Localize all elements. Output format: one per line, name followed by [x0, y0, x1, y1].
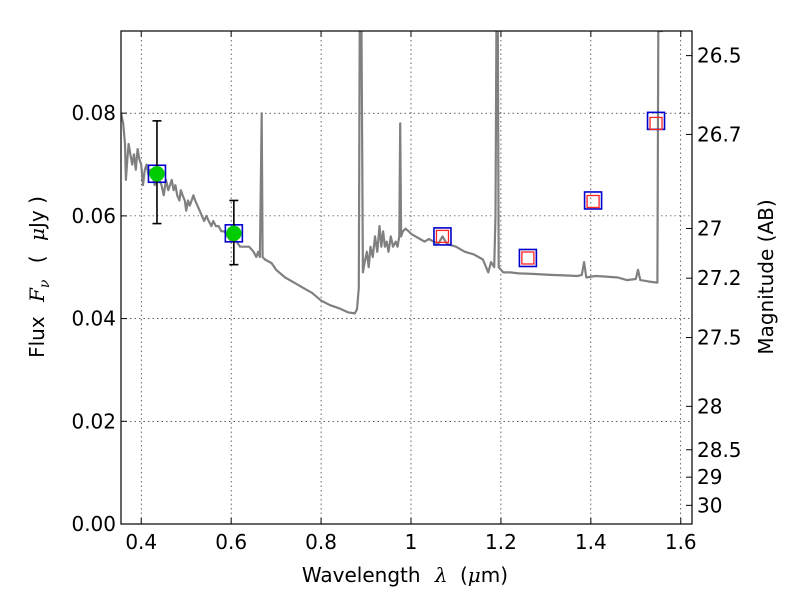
x-axis-label-symbol: λ	[434, 563, 448, 587]
x-axis-label: Wavelength λ (μm)	[302, 563, 508, 587]
x-axis-label-text: Wavelength	[302, 563, 421, 587]
y-axis-label-unit-open: (	[25, 255, 49, 263]
y2-tick-label: 27.5	[697, 326, 742, 350]
model-spectrum-line	[121, 31, 663, 315]
y-tick-label: 0.00	[71, 512, 116, 536]
y-tick-label: 0.04	[71, 307, 116, 331]
model-spectrum-layer	[121, 31, 663, 315]
observed-flux-point	[149, 166, 165, 182]
y-axis-label-symbol: F	[25, 287, 49, 303]
y-tick-label: 0.02	[71, 409, 116, 433]
y-tick-label: 0.06	[71, 204, 116, 228]
model-photometry-square	[518, 248, 538, 268]
y2-tick-label: 28	[697, 394, 722, 418]
x-tick-label: 0.8	[305, 530, 337, 554]
x-tick-label: 1.2	[485, 530, 517, 554]
x-tick-label: 1.4	[575, 530, 607, 554]
x-tick-label: 1	[405, 530, 418, 554]
upper-limit-square	[586, 194, 600, 209]
axis-ticks: 0.4 0.6 0.8 1 1.2 1.4 1.6 0.00 0.02 0.04 0.06 0.08 2…	[71, 31, 742, 554]
y2-tick-label: 26.5	[697, 44, 742, 68]
observed-flux-point	[226, 225, 242, 242]
x-axis-label-unit-mu: μ	[468, 563, 481, 587]
y-axis-label-prefix: Flux	[25, 316, 49, 358]
upper-limit-square	[649, 116, 663, 131]
y2-tick-label: 27.2	[697, 266, 742, 290]
y2-tick-label: 27	[697, 216, 722, 240]
y2-tick-label: 26.7	[697, 122, 742, 146]
model-photometry-square	[583, 191, 603, 210]
y2-tick-label: 30	[697, 493, 722, 517]
photometry-markers-layer	[147, 111, 666, 268]
y2-tick-label: 28.5	[697, 438, 742, 462]
x-axis-label-unit-rest: m)	[481, 563, 508, 587]
y-axis-label: Flux Fν ( μJy )	[25, 196, 54, 358]
y2-axis-label: Magnitude (AB)	[754, 199, 778, 354]
upper-limit-square	[435, 229, 450, 244]
x-tick-label: 1.6	[665, 530, 697, 554]
y-axis-label-unit-rest: Jy )	[25, 196, 49, 230]
plot-frame	[120, 30, 693, 525]
y-axis-label-unit-mu: μ	[25, 228, 49, 241]
x-tick-label: 0.6	[215, 530, 247, 554]
upper-limit-square	[521, 251, 535, 265]
y2-tick-label: 29	[697, 465, 722, 489]
model-photometry-square	[433, 227, 452, 246]
y-axis-label-subscript: ν	[37, 279, 53, 288]
x-tick-label: 0.4	[125, 530, 157, 554]
grid-lines	[121, 31, 692, 525]
y-tick-label: 0.08	[71, 101, 116, 125]
x-axis-label-unit-open: (	[460, 563, 468, 587]
